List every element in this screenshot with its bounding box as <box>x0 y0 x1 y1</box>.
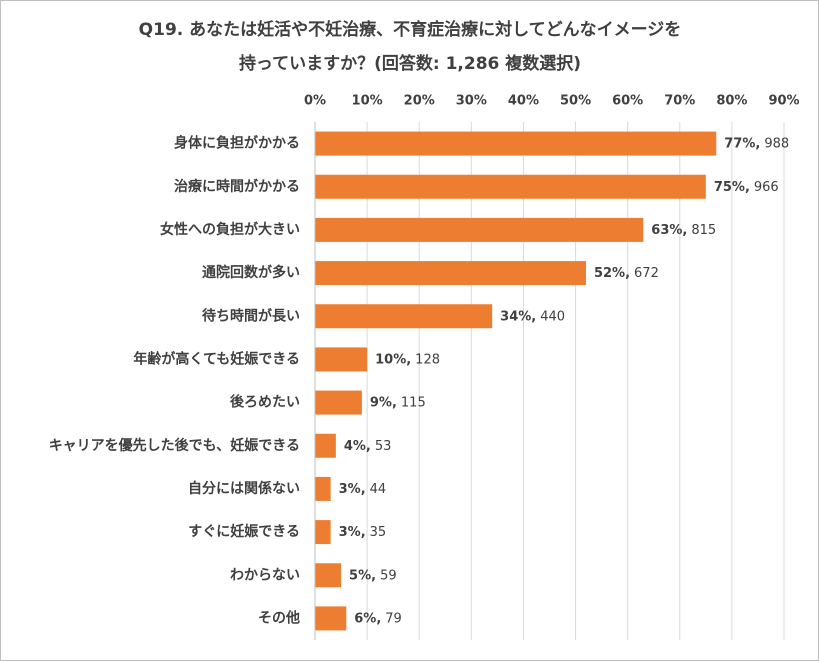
x-tick-label: 40% <box>508 94 539 109</box>
bar <box>315 390 362 415</box>
category-label: 後ろめたい <box>230 394 300 411</box>
data-label: 4%, 53 <box>344 438 392 453</box>
data-label: 10%, 128 <box>375 352 440 367</box>
count-label: 966 <box>754 179 779 194</box>
count-label: 53 <box>375 438 392 453</box>
x-tick-label: 80% <box>716 94 747 109</box>
data-label: 63%, 815 <box>651 222 716 237</box>
bar <box>315 347 368 372</box>
value-label: 4%, <box>344 438 371 453</box>
bar <box>315 261 586 286</box>
category-label: 待ち時間が長い <box>202 307 300 324</box>
category-label: 自分には関係ない <box>188 480 300 497</box>
data-label: 3%, 44 <box>339 481 387 496</box>
category-label: 治療に時間がかかる <box>174 178 300 195</box>
x-tick-label: 70% <box>664 94 695 109</box>
title-line: Q19. あなたは妊活や不妊治療、不育症治療に対してどんなイメージを <box>139 19 682 40</box>
bar <box>315 563 342 588</box>
value-label: 34%, <box>500 309 536 324</box>
count-label: 988 <box>764 136 789 151</box>
title-line: 持っていますか？(回答数: 1,286 複数選択) <box>239 53 581 74</box>
category-label: 身体に負担がかかる <box>174 135 300 152</box>
bar <box>315 606 347 631</box>
category-label: わからない <box>230 567 300 583</box>
count-label: 815 <box>691 222 716 237</box>
category-label: 女性への負担が大きい <box>160 221 300 238</box>
count-label: 35 <box>370 525 387 540</box>
category-label: 通院回数が多い <box>202 264 300 281</box>
data-label: 6%, 79 <box>354 611 402 626</box>
value-label: 10%, <box>375 352 411 367</box>
category-label: すぐに妊娠できる <box>188 523 300 540</box>
value-label: 3%, <box>339 525 366 540</box>
x-tick-label: 50% <box>560 94 591 109</box>
value-label: 6%, <box>354 611 381 626</box>
category-label: 年齢が高くても妊娠できる <box>133 350 300 367</box>
value-label: 9%, <box>370 395 397 410</box>
category-label: キャリアを優先した後でも、妊娠できる <box>49 437 300 454</box>
count-label: 59 <box>380 568 397 583</box>
data-label: 3%, 35 <box>339 525 387 540</box>
count-label: 128 <box>415 352 440 367</box>
x-tick-label: 20% <box>404 94 435 109</box>
value-label: 63%, <box>651 222 687 237</box>
data-label: 5%, 59 <box>349 568 397 583</box>
bar <box>315 217 644 242</box>
count-label: 440 <box>540 309 565 324</box>
value-label: 77%, <box>724 136 760 151</box>
bar <box>315 476 331 501</box>
count-label: 44 <box>370 481 387 496</box>
value-label: 5%, <box>349 568 376 583</box>
bar <box>315 174 706 199</box>
data-label: 52%, 672 <box>594 266 659 281</box>
data-label: 34%, 440 <box>500 309 565 324</box>
x-tick-label: 60% <box>612 94 643 109</box>
x-tick-label: 90% <box>768 94 799 109</box>
value-label: 3%, <box>339 481 366 496</box>
x-tick-label: 30% <box>456 94 487 109</box>
category-label: その他 <box>258 609 300 626</box>
count-label: 115 <box>401 395 426 410</box>
value-label: 52%, <box>594 266 630 281</box>
data-label: 9%, 115 <box>370 395 426 410</box>
value-label: 75%, <box>714 179 750 194</box>
data-label: 75%, 966 <box>714 179 779 194</box>
bar <box>315 433 336 458</box>
count-label: 672 <box>634 266 659 281</box>
data-label: 77%, 988 <box>724 136 789 151</box>
bar <box>315 304 493 329</box>
x-tick-label: 0% <box>304 94 326 109</box>
bar <box>315 131 717 156</box>
x-tick-label: 10% <box>352 94 383 109</box>
count-label: 79 <box>385 611 402 626</box>
bar <box>315 520 331 545</box>
